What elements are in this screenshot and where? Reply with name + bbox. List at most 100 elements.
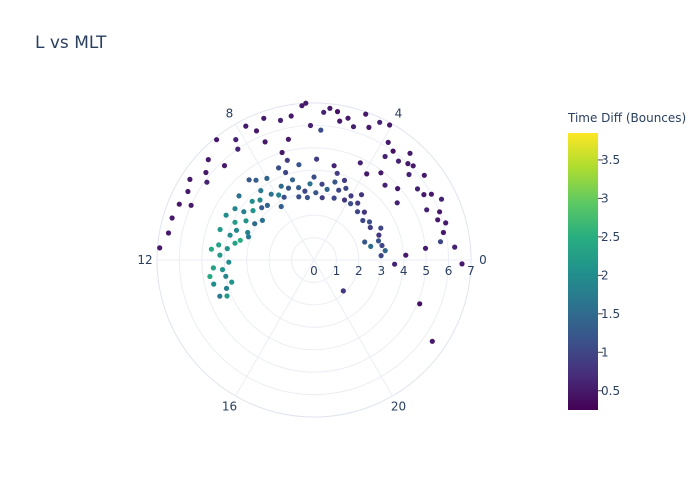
colorbar: Time Diff (Bounces) 0.5 1 1.5 2 2.5 3 3.5 xyxy=(567,111,686,410)
data-point xyxy=(304,194,310,201)
data-point xyxy=(261,115,267,121)
data-point xyxy=(395,186,401,192)
data-point xyxy=(357,160,363,166)
data-point xyxy=(296,185,302,191)
data-point xyxy=(334,170,340,176)
data-point xyxy=(307,181,313,187)
data-point xyxy=(221,163,228,169)
data-point xyxy=(217,252,223,258)
data-point xyxy=(394,200,400,206)
data-point xyxy=(296,194,302,200)
data-point xyxy=(311,174,317,180)
data-point xyxy=(343,185,349,191)
data-point xyxy=(382,248,388,254)
data-point xyxy=(232,219,238,225)
data-point xyxy=(407,150,413,156)
data-point xyxy=(253,177,259,183)
data-point xyxy=(237,237,243,243)
data-point xyxy=(314,156,320,162)
data-point xyxy=(285,185,292,191)
data-point xyxy=(378,253,384,259)
data-point xyxy=(264,175,270,181)
data-point xyxy=(235,146,241,152)
data-point xyxy=(208,246,214,252)
data-point xyxy=(299,103,305,109)
data-point xyxy=(406,171,412,178)
data-point xyxy=(429,338,435,344)
data-point xyxy=(435,217,441,223)
data-point xyxy=(223,212,229,218)
data-point xyxy=(283,169,289,176)
data-point xyxy=(302,188,308,194)
data-point xyxy=(210,265,216,271)
chart-title: L vs MLT xyxy=(35,33,107,53)
data-point xyxy=(362,239,368,245)
data-point xyxy=(281,194,287,200)
data-point xyxy=(245,229,251,236)
data-point xyxy=(387,122,393,128)
data-point xyxy=(319,181,325,187)
data-point xyxy=(410,163,416,169)
radial-tick-label: 6 xyxy=(445,264,453,278)
data-point xyxy=(307,122,314,129)
data-point xyxy=(229,279,235,285)
data-point xyxy=(368,243,374,249)
data-point xyxy=(440,229,446,236)
data-point xyxy=(203,169,209,176)
data-point xyxy=(243,218,249,224)
data-point xyxy=(187,176,193,182)
data-point xyxy=(236,193,242,199)
data-point xyxy=(452,244,458,250)
data-point xyxy=(336,187,342,193)
colorbar-tick-label: 2 xyxy=(601,268,609,282)
data-point xyxy=(264,202,270,208)
data-point xyxy=(337,118,343,124)
data-point xyxy=(227,232,233,238)
data-points xyxy=(157,100,465,344)
data-point xyxy=(232,206,238,212)
data-point xyxy=(232,240,238,246)
data-point xyxy=(390,148,396,154)
data-point xyxy=(259,205,265,211)
data-point xyxy=(376,232,382,238)
data-point xyxy=(350,124,357,130)
data-point xyxy=(219,267,226,273)
data-point xyxy=(364,171,370,177)
angular-tick-label: 16 xyxy=(222,399,237,413)
angular-tick-label: 0 xyxy=(479,253,487,267)
radial-tick-label: 1 xyxy=(333,264,341,278)
colorbar-tick-label: 0.5 xyxy=(601,384,620,398)
data-point xyxy=(241,209,247,215)
data-point xyxy=(279,149,285,156)
data-point xyxy=(443,220,449,226)
data-point xyxy=(246,177,252,183)
data-point xyxy=(205,157,211,163)
data-point xyxy=(414,186,421,192)
data-point xyxy=(382,182,388,188)
data-point xyxy=(395,158,402,164)
colorbar-tick-label: 2.5 xyxy=(601,230,620,244)
data-point xyxy=(223,273,229,279)
data-point xyxy=(324,186,330,192)
data-point xyxy=(278,183,284,189)
colorbar-tick-label: 1.5 xyxy=(601,307,620,321)
colorbar-tick-label: 3.5 xyxy=(601,153,620,167)
data-point xyxy=(421,172,427,178)
data-point xyxy=(424,207,430,213)
data-point xyxy=(378,170,384,176)
data-point xyxy=(214,137,220,143)
data-point xyxy=(157,245,163,251)
data-point xyxy=(382,153,388,160)
data-point xyxy=(217,226,223,233)
data-point xyxy=(354,209,361,215)
data-point xyxy=(233,227,240,233)
data-point xyxy=(284,157,290,163)
radial-tick-label: 7 xyxy=(467,264,475,278)
data-point xyxy=(345,115,351,121)
data-point xyxy=(331,163,337,169)
data-point xyxy=(367,224,373,231)
data-point xyxy=(185,188,191,195)
data-point xyxy=(366,219,373,225)
data-point xyxy=(437,239,444,245)
